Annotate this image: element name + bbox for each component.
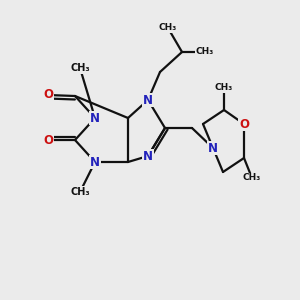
- Text: CH₃: CH₃: [215, 83, 233, 92]
- Text: CH₃: CH₃: [70, 63, 90, 73]
- Text: CH₃: CH₃: [70, 187, 90, 197]
- Text: CH₃: CH₃: [196, 47, 214, 56]
- Text: N: N: [143, 149, 153, 163]
- Text: CH₃: CH₃: [243, 173, 261, 182]
- Text: O: O: [239, 118, 249, 130]
- Text: N: N: [90, 155, 100, 169]
- Text: O: O: [43, 134, 53, 146]
- Text: N: N: [208, 142, 218, 154]
- Text: N: N: [90, 112, 100, 124]
- Text: O: O: [43, 88, 53, 101]
- Text: CH₃: CH₃: [159, 23, 177, 32]
- Text: N: N: [143, 94, 153, 106]
